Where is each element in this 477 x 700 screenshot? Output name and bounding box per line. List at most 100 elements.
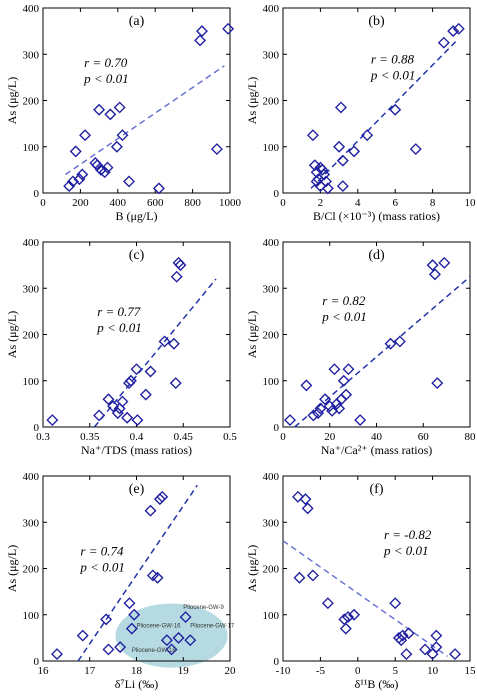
data-point	[333, 402, 346, 415]
stat-text: p < 0.01	[96, 320, 142, 335]
data-point	[340, 388, 353, 401]
y-tick-label: 200	[263, 564, 280, 576]
panel-4: 0 20 40 60 80 0 100 200 300 400 Na⁺/Ca²⁺ (mass rat…	[245, 237, 476, 457]
data-point	[319, 393, 332, 406]
trend-line	[310, 39, 458, 189]
x-tick-label: 0	[355, 665, 361, 677]
y-tick-label: 0	[34, 656, 40, 668]
x-axis-label: B (μg/L)	[115, 209, 157, 223]
x-axis-label: Na⁺/TDS (mass ratios)	[81, 443, 192, 457]
y-tick-label: 0	[34, 188, 40, 200]
x-tick-label: 0.5	[223, 431, 237, 443]
data-point	[419, 643, 432, 656]
data-point	[291, 490, 304, 503]
data-point	[131, 414, 144, 427]
data-point	[194, 34, 207, 47]
data-point	[389, 597, 402, 610]
y-tick-label: 0	[274, 188, 280, 200]
data-point	[66, 175, 79, 188]
data-point	[153, 493, 166, 506]
data-point	[336, 154, 349, 167]
data-point	[389, 103, 402, 116]
panel-label: (c)	[129, 248, 145, 263]
data-point	[73, 173, 86, 186]
plot-frame	[282, 475, 471, 662]
data-point	[170, 270, 183, 283]
highlight-ellipse	[115, 603, 228, 668]
data-point	[121, 411, 134, 424]
data-point	[328, 363, 341, 376]
data-point	[300, 379, 313, 392]
data-point	[293, 571, 306, 584]
y-tick-label: 200	[263, 330, 280, 342]
data-point	[301, 502, 314, 515]
data-point	[299, 493, 312, 506]
x-tick-label: 200	[72, 197, 89, 209]
data-point	[321, 182, 334, 195]
data-point	[409, 143, 422, 156]
x-tick-label: 20	[324, 431, 336, 443]
panel-3: 0.3 0.35 0.4 0.45 0.5 0 100 200 300 400 Na⁺/TDS (m…	[5, 237, 237, 457]
x-tick-label: 10	[427, 665, 439, 677]
y-tick-label: 0	[34, 422, 40, 434]
data-point	[93, 409, 106, 422]
y-axis-label: As (μg/L)	[245, 77, 259, 124]
y-tick-label: 300	[23, 517, 40, 529]
data-point	[426, 259, 439, 272]
plot-frame	[282, 241, 471, 428]
data-point	[348, 608, 361, 621]
y-tick-label: 100	[263, 376, 280, 388]
data-point	[101, 161, 114, 174]
x-tick-label: -10	[276, 665, 291, 677]
data-point	[316, 163, 329, 176]
x-tick-label: 10	[465, 197, 477, 209]
y-tick-label: 300	[23, 283, 40, 295]
data-point	[123, 175, 136, 188]
data-point	[333, 140, 346, 153]
data-point	[158, 335, 171, 348]
x-tick-label: 20	[225, 665, 237, 677]
stat-text: p < 0.01	[321, 309, 367, 324]
data-point	[151, 571, 164, 584]
data-point	[107, 400, 120, 413]
x-axis-label: B/Cl (×10⁻³) (mass ratios)	[313, 209, 440, 223]
trend-line	[282, 540, 448, 657]
x-axis-label: Na⁺/Ca²⁺ (mass ratios)	[321, 443, 433, 457]
data-point	[396, 629, 409, 642]
data-point	[128, 608, 141, 621]
trend-line	[77, 484, 198, 662]
y-tick-label: 0	[274, 422, 280, 434]
stat-text: r = -0.82	[384, 527, 432, 542]
data-point	[144, 365, 157, 378]
x-tick-label: 1000	[219, 197, 242, 209]
data-point	[93, 103, 106, 116]
x-tick-label: 0.45	[174, 431, 194, 443]
data-point	[124, 374, 137, 387]
data-point	[342, 363, 355, 376]
y-tick-label: 400	[263, 237, 280, 249]
x-tick-label: 600	[147, 197, 164, 209]
y-tick-label: 400	[263, 3, 280, 15]
y-tick-label: 100	[23, 142, 40, 154]
data-point	[348, 145, 361, 158]
x-tick-label: 0	[280, 197, 286, 209]
data-point	[318, 168, 331, 181]
stat-text: r = 0.88	[371, 52, 415, 67]
y-tick-label: 100	[23, 610, 40, 622]
y-axis-label: As (μg/L)	[5, 311, 19, 358]
data-point	[320, 175, 332, 188]
x-tick-label: 80	[465, 431, 477, 443]
data-point	[306, 569, 319, 582]
x-tick-label: 0.4	[130, 431, 144, 443]
data-point	[195, 25, 208, 38]
y-tick-label: 200	[23, 330, 40, 342]
data-point	[114, 641, 127, 654]
x-tick-label: 0	[40, 197, 46, 209]
x-tick-label: 5	[392, 665, 398, 677]
data-point	[51, 648, 64, 661]
data-point	[144, 504, 157, 517]
trend-line	[93, 278, 217, 428]
y-tick-label: 200	[23, 564, 40, 576]
data-point	[402, 627, 415, 640]
